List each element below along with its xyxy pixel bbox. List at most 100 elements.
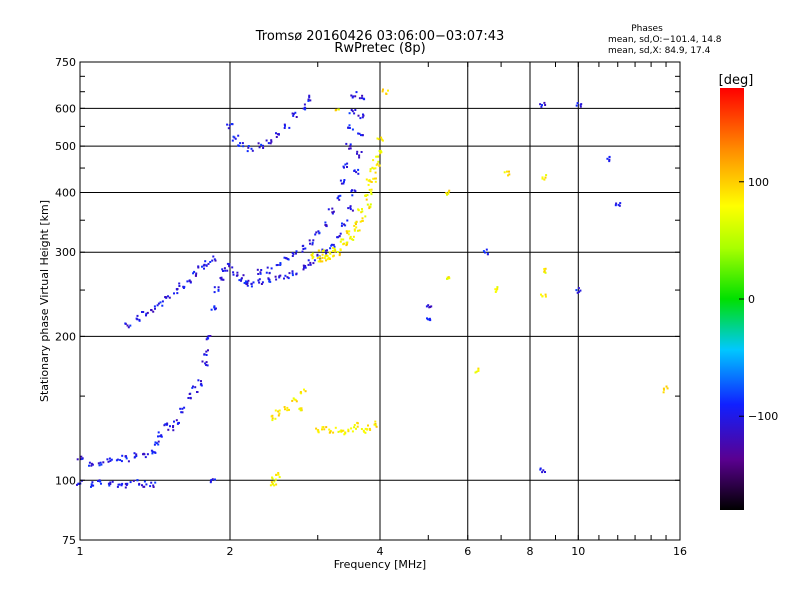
data-point (540, 105, 543, 108)
data-point (189, 280, 192, 283)
y-tick-label: 200 (55, 330, 76, 343)
data-point (347, 207, 350, 210)
data-point (209, 335, 212, 337)
data-point (337, 195, 340, 198)
data-point (188, 393, 191, 395)
data-point (368, 188, 371, 191)
data-point (291, 255, 294, 257)
data-point (275, 483, 278, 486)
data-point (160, 435, 163, 438)
data-point (119, 459, 122, 461)
data-point (347, 428, 350, 431)
data-point (153, 305, 156, 308)
data-point (219, 277, 222, 279)
data-point (359, 117, 362, 120)
data-point (303, 388, 305, 391)
data-point (273, 480, 276, 483)
data-point (358, 154, 361, 157)
data-point (372, 167, 375, 170)
data-point (361, 220, 364, 222)
data-point (270, 140, 273, 143)
data-point (544, 293, 547, 296)
data-point (153, 443, 156, 446)
data-point (343, 180, 345, 183)
data-point (348, 147, 351, 150)
data-point (121, 454, 124, 457)
data-point (347, 233, 350, 236)
data-point (152, 310, 155, 313)
data-point (275, 136, 278, 138)
data-point (369, 191, 372, 194)
data-point (230, 123, 233, 125)
data-point (228, 263, 231, 266)
data-point (213, 305, 216, 308)
data-point (111, 480, 114, 483)
data-point (124, 486, 127, 489)
data-point (304, 390, 307, 393)
data-point (226, 123, 229, 126)
data-point (542, 469, 545, 472)
data-point (614, 204, 617, 207)
data-point (207, 349, 209, 352)
data-point (242, 145, 245, 148)
data-point (143, 453, 146, 456)
data-point (375, 177, 377, 180)
data-point (368, 179, 371, 182)
data-point (308, 239, 311, 242)
data-point (313, 259, 316, 262)
x-tick-label: 1 (77, 545, 84, 558)
data-point (136, 314, 139, 317)
data-point (151, 452, 154, 455)
data-point (268, 278, 271, 281)
data-point (615, 202, 618, 205)
data-point (124, 322, 127, 325)
data-point (213, 258, 216, 261)
data-point (154, 307, 156, 310)
data-point (286, 409, 289, 412)
data-point (191, 386, 194, 389)
data-point (349, 143, 352, 146)
data-point (576, 291, 579, 294)
data-point (250, 147, 253, 150)
data-point (340, 182, 343, 185)
data-point (197, 265, 200, 268)
data-point (608, 155, 611, 158)
data-point (260, 283, 263, 285)
data-point (234, 137, 237, 140)
data-point (606, 157, 609, 160)
data-point (236, 271, 239, 274)
data-point (544, 104, 547, 106)
data-point (486, 252, 489, 255)
stats-line-x: mean, sd,X: 84.9, 17.4 (608, 46, 711, 56)
data-point (200, 382, 203, 385)
data-point (206, 364, 209, 367)
data-point (349, 145, 352, 148)
data-point (295, 250, 298, 253)
data-point (207, 262, 210, 265)
data-point (378, 164, 381, 167)
data-point (503, 171, 506, 174)
data-point (144, 456, 147, 459)
data-point (353, 229, 356, 232)
data-point (368, 427, 371, 430)
data-point (331, 207, 334, 210)
data-point (662, 387, 665, 390)
data-point (240, 278, 243, 281)
data-point (180, 411, 183, 414)
data-point (541, 177, 544, 180)
data-point (276, 133, 279, 136)
data-point (215, 307, 217, 310)
data-point (271, 419, 274, 422)
data-point (227, 127, 230, 130)
data-point (332, 255, 334, 258)
data-point (90, 464, 93, 467)
data-point (575, 104, 578, 107)
data-point (88, 461, 91, 464)
data-point (340, 224, 343, 227)
data-point (133, 452, 136, 455)
data-point (195, 272, 198, 275)
data-point (80, 479, 83, 482)
data-point (331, 250, 334, 252)
data-point (241, 142, 244, 145)
data-point (188, 279, 191, 282)
